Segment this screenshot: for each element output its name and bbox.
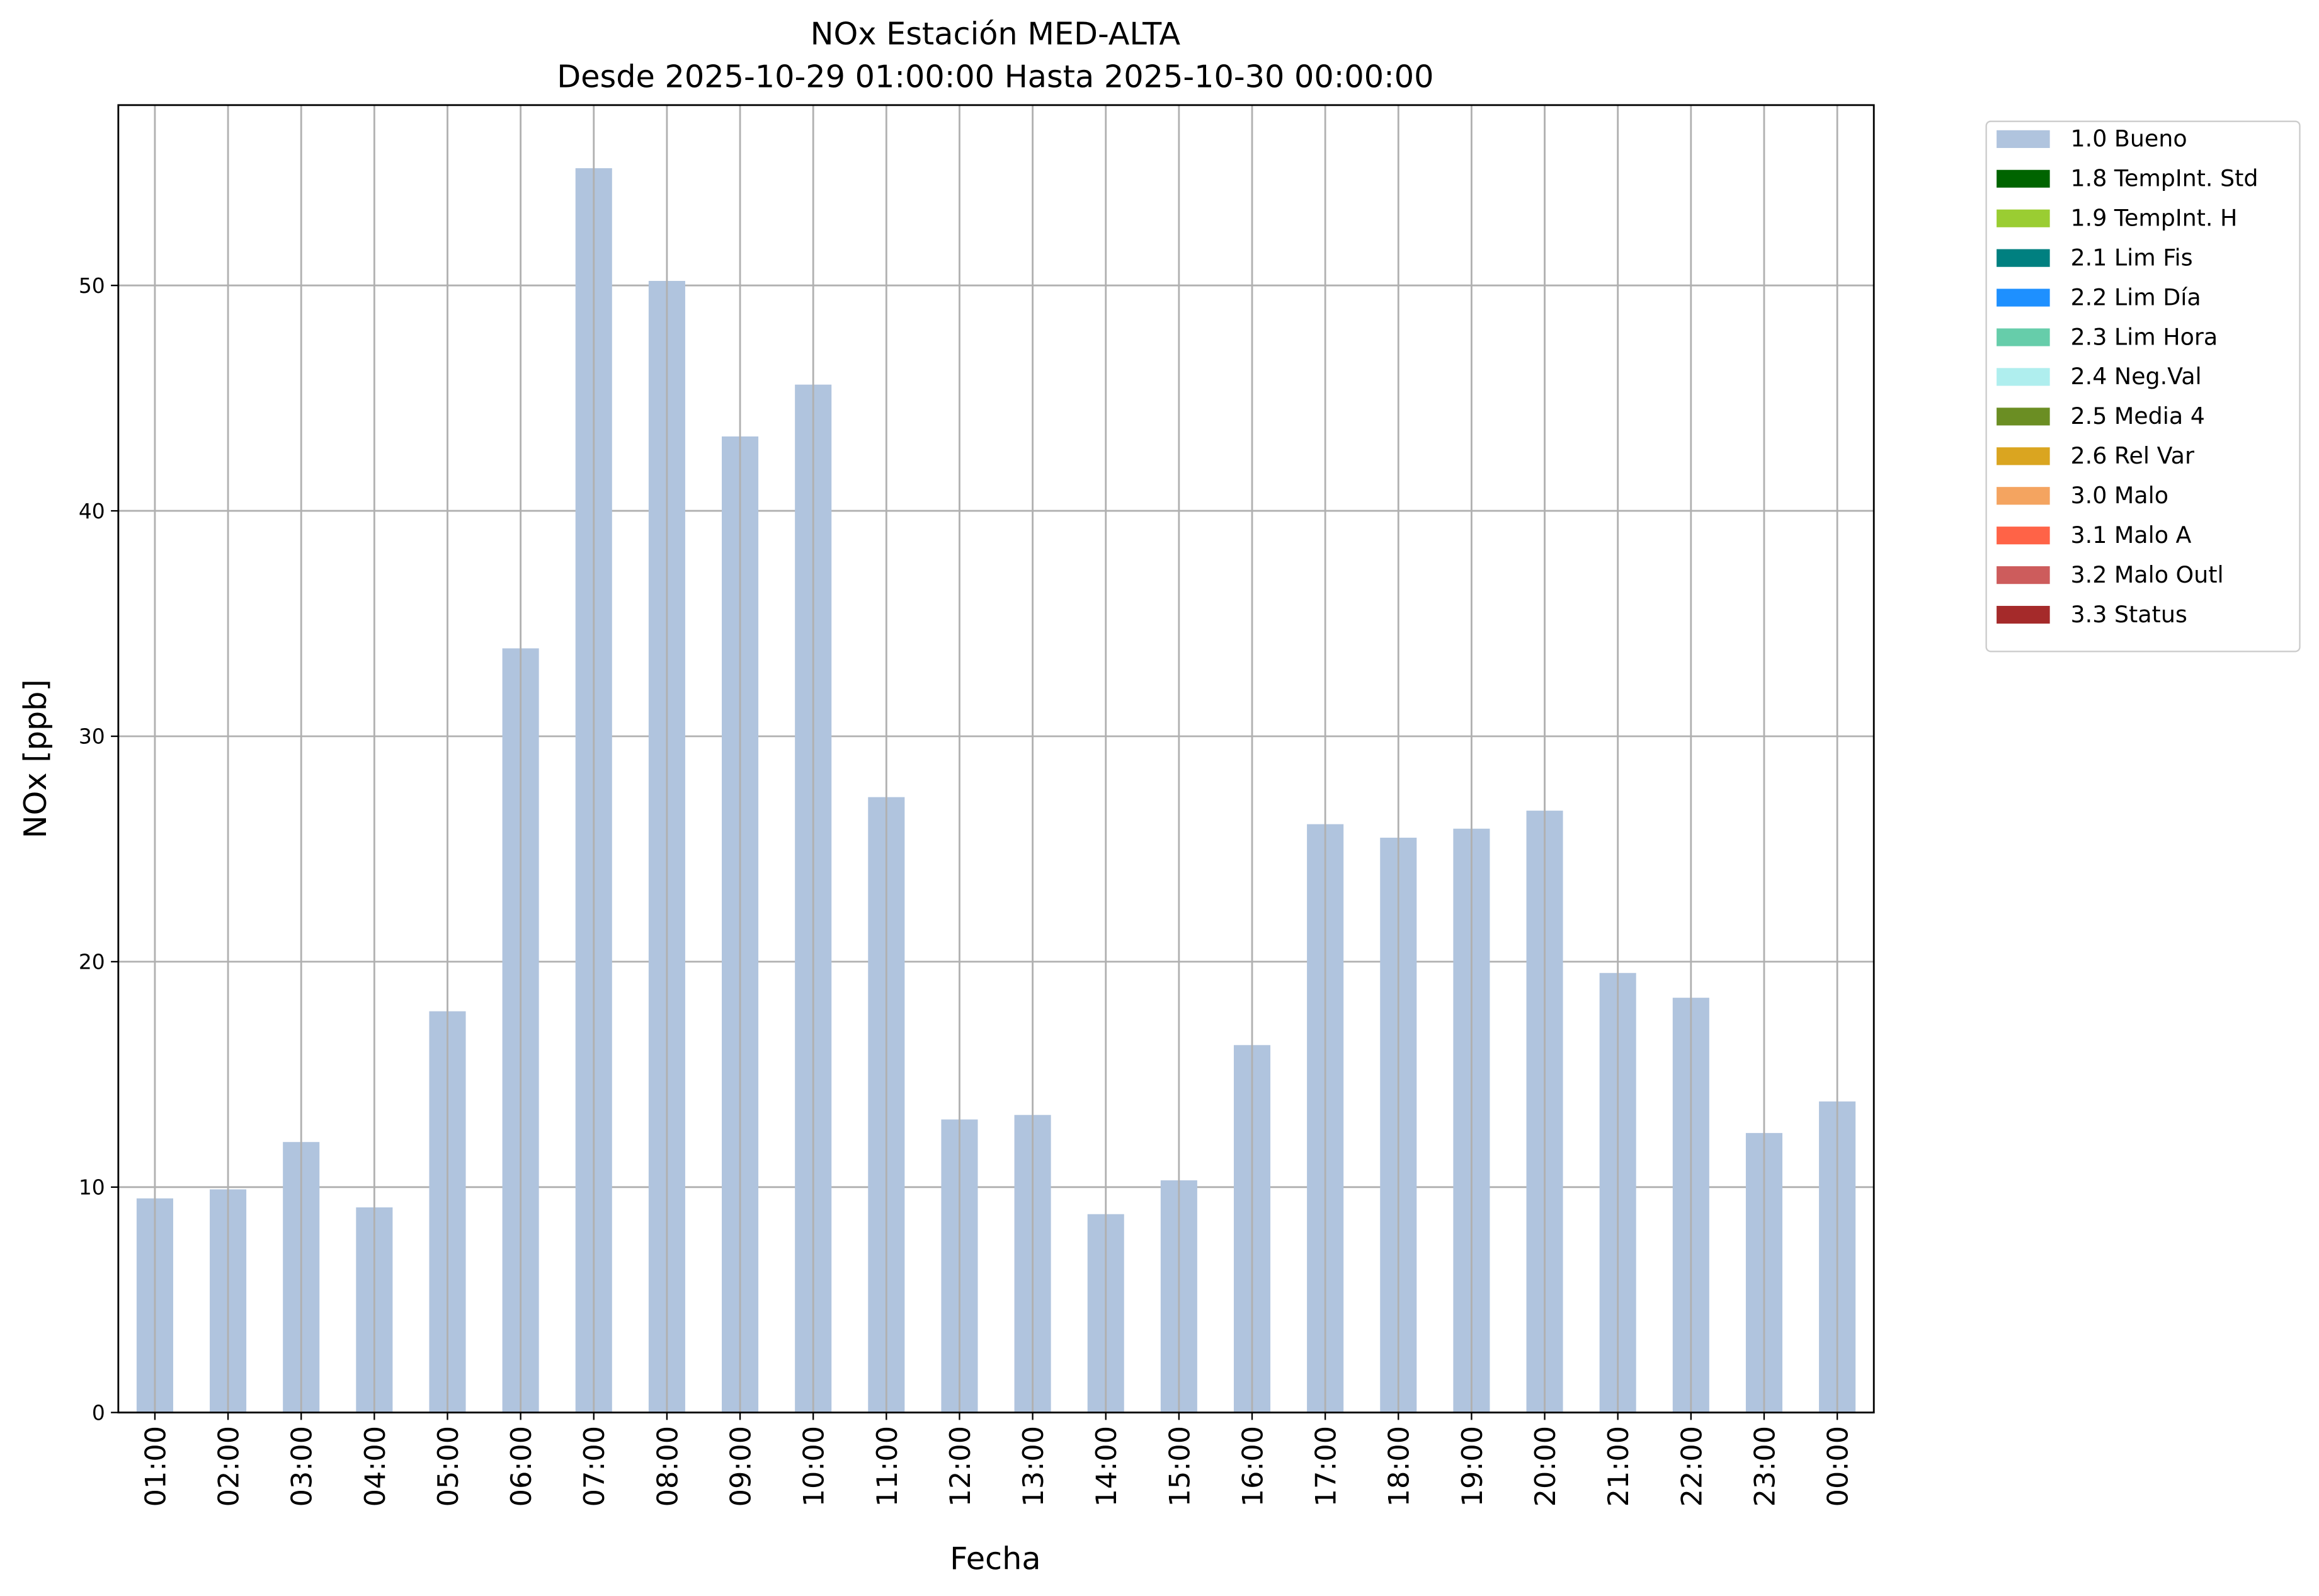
legend-swatch xyxy=(1997,566,2050,584)
legend-swatch xyxy=(1997,447,2050,465)
x-tick-label: 10:00 xyxy=(798,1426,831,1507)
legend-label: 1.0 Bueno xyxy=(2071,125,2187,152)
y-tick-label: 30 xyxy=(79,724,105,749)
legend-label: 2.2 Lim Día xyxy=(2071,283,2201,311)
x-tick-label: 07:00 xyxy=(578,1426,611,1507)
legend-label: 2.1 Lim Fis xyxy=(2071,244,2193,271)
x-grid xyxy=(154,105,1838,1413)
legend-label: 1.8 TempInt. Std xyxy=(2071,165,2259,192)
x-tick-label: 23:00 xyxy=(1748,1426,1781,1507)
x-tick-label: 00:00 xyxy=(1822,1426,1855,1507)
x-tick-label: 06:00 xyxy=(505,1426,538,1507)
legend-label: 1.9 TempInt. H xyxy=(2071,204,2238,231)
legend-label: 2.4 Neg.Val xyxy=(2071,363,2202,390)
legend-swatch xyxy=(1997,408,2050,426)
x-tick-label: 17:00 xyxy=(1310,1426,1343,1507)
x-tick-label: 20:00 xyxy=(1529,1426,1562,1507)
y-tick-label: 50 xyxy=(79,273,105,298)
x-tick-label: 15:00 xyxy=(1163,1426,1196,1507)
x-tick-label: 22:00 xyxy=(1675,1426,1708,1507)
plot-frame xyxy=(117,104,1875,1414)
chart-title: NOx Estación MED-ALTA xyxy=(811,16,1181,52)
y-tick-label: 20 xyxy=(79,950,105,974)
x-tick-label: 19:00 xyxy=(1456,1426,1489,1507)
axes: 0 10 20 30 40 50 01:00 02:00 03:00 04:00 05:00 06:0… xyxy=(79,273,1855,1507)
y-axis-label: NOx [ppb] xyxy=(17,679,54,838)
legend-label: 3.0 Malo xyxy=(2071,482,2168,509)
x-tick-label: 04:00 xyxy=(359,1426,392,1507)
legend-label: 3.1 Malo A xyxy=(2071,522,2192,549)
y-tick-label: 0 xyxy=(92,1400,105,1425)
legend-box xyxy=(1985,120,2301,653)
x-tick-label: 05:00 xyxy=(432,1426,465,1507)
y-tick-label: 10 xyxy=(79,1175,105,1200)
legend-swatch xyxy=(1997,605,2050,624)
legend-swatch xyxy=(1997,487,2050,505)
x-tick-label: 01:00 xyxy=(139,1426,172,1507)
legend-swatch xyxy=(1997,169,2050,188)
legend-label: 2.6 Rel Var xyxy=(2071,442,2194,469)
x-tick-label: 12:00 xyxy=(944,1426,977,1507)
x-tick-label: 08:00 xyxy=(651,1426,684,1507)
x-tick-label: 03:00 xyxy=(286,1426,319,1507)
x-tick-label: 16:00 xyxy=(1236,1426,1269,1507)
x-tick-label: 02:00 xyxy=(213,1426,246,1507)
legend-label: 3.2 Malo Outl xyxy=(2071,561,2224,588)
chart-subtitle: Desde 2025-10-29 01:00:00 Hasta 2025-10-… xyxy=(557,59,1433,95)
legend-swatch xyxy=(1997,288,2050,307)
x-tick-label: 09:00 xyxy=(724,1426,757,1507)
legend-swatch xyxy=(1997,249,2050,267)
legend-swatch xyxy=(1997,368,2050,386)
legend-swatch xyxy=(1997,328,2050,346)
legend: 1.0 Bueno 1.8 TempInt. Std 1.9 TempInt. H 2… xyxy=(1985,120,2301,653)
legend-label: 2.3 Lim Hora xyxy=(2071,323,2218,350)
x-tick-label: 18:00 xyxy=(1383,1426,1416,1507)
x-tick-label: 21:00 xyxy=(1602,1426,1635,1507)
x-tick-label: 14:00 xyxy=(1090,1426,1123,1507)
x-tick-label: 13:00 xyxy=(1017,1426,1050,1507)
x-tick-label: 11:00 xyxy=(871,1426,904,1507)
legend-swatch xyxy=(1997,130,2050,148)
legend-label: 3.3 Status xyxy=(2071,601,2187,628)
y-tick-label: 40 xyxy=(79,499,105,523)
legend-label: 2.5 Media 4 xyxy=(2071,402,2205,430)
legend-swatch xyxy=(1997,527,2050,545)
x-axis-label: Fecha xyxy=(950,1541,1041,1577)
legend-swatch xyxy=(1997,209,2050,227)
